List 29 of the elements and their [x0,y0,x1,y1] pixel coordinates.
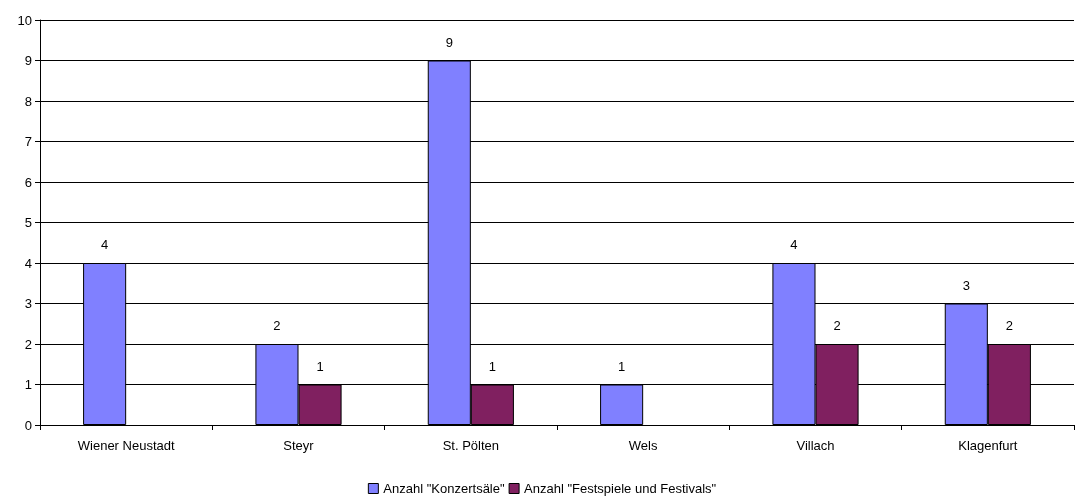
data-label: 4 [101,237,109,252]
y-tick-label: 6 [24,174,32,190]
y-tick-label: 10 [17,12,32,28]
data-label: 1 [618,358,626,374]
data-label: 2 [1005,318,1013,333]
data-label: 2 [273,318,281,333]
y-tick-label: 0 [24,417,32,433]
y-tick-label: 9 [24,53,32,68]
x-tick-label: Wiener Neustadt [77,438,175,453]
data-label: 1 [488,358,496,374]
x-tick-label: Klagenfurt [958,438,1018,453]
y-tick-label: 7 [24,134,32,149]
legend-label: Anzahl "Konzertsäle" [383,481,505,496]
y-tick-label: 2 [24,336,32,352]
y-tick-label: 3 [24,296,32,311]
data-label: 1 [316,358,324,374]
y-tick-label: 8 [24,93,32,109]
data-label: 3 [962,277,970,293]
data-label: 2 [833,318,841,333]
x-tick-label: Steyr [283,438,315,453]
y-tick-label: 1 [24,377,32,392]
data-label: 4 [790,237,798,252]
data-label: 9 [445,34,453,50]
x-tick-label: Villach [796,438,835,453]
y-tick-label: 5 [24,215,32,230]
y-tick-label: 4 [24,255,32,271]
legend-label: Anzahl "Festspiele und Festivals" [524,481,717,496]
x-tick-label: St. Pölten [442,438,500,453]
x-tick-label: Wels [628,438,658,453]
